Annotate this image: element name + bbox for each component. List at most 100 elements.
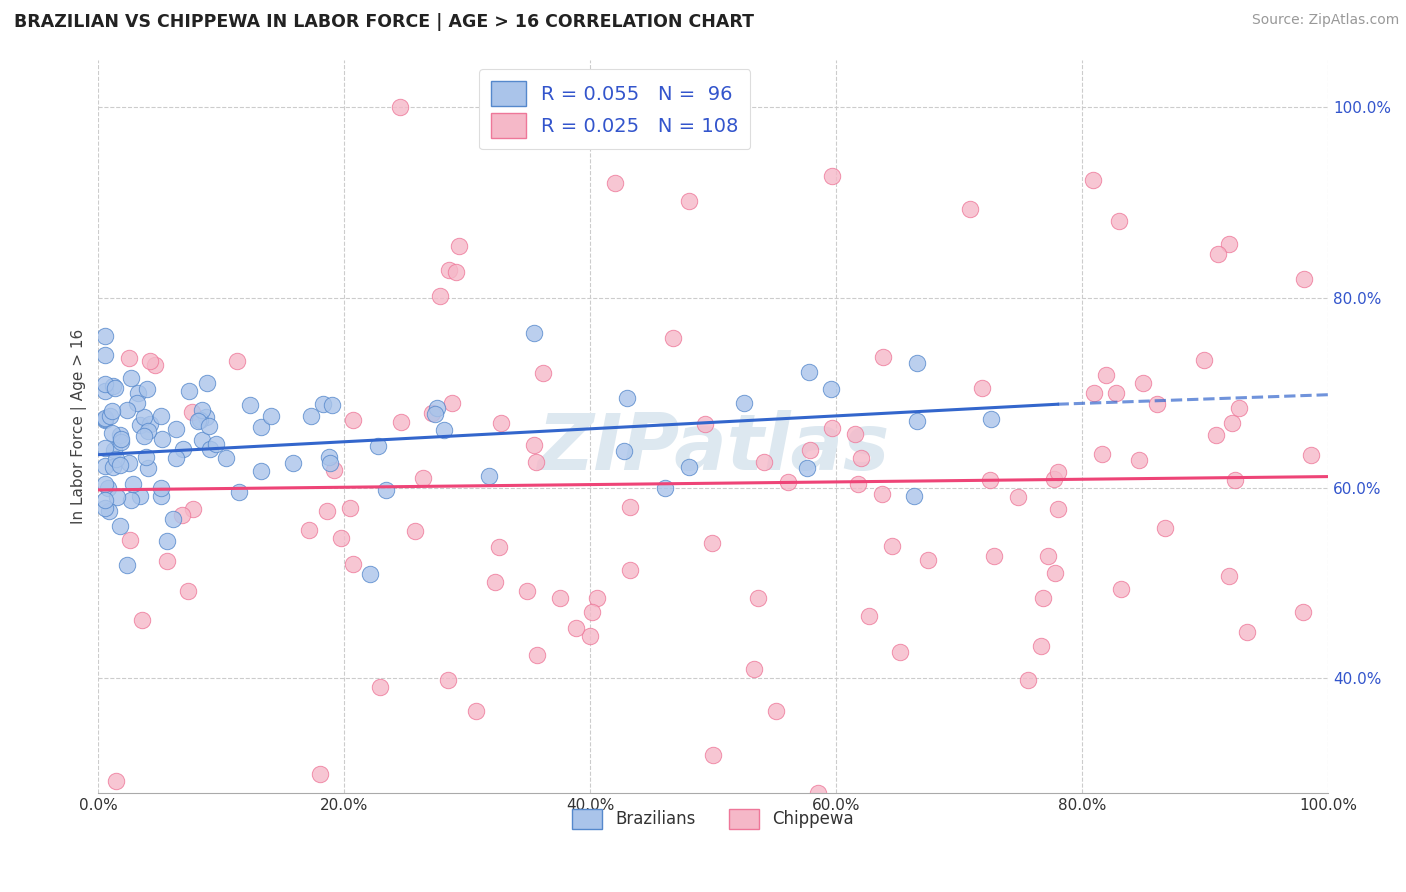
Point (702, 536, 724, 550)
Point (319, 456, 342, 470)
Point (198, 418, 221, 433)
Point (188, 413, 211, 427)
Point (117, 402, 139, 417)
Point (905, 414, 928, 428)
Point (359, 566, 381, 581)
Point (129, 489, 152, 503)
Point (226, 354, 249, 368)
Point (1111, 582, 1133, 596)
Point (1128, 452, 1150, 467)
Point (101, 426, 124, 441)
Point (122, 477, 145, 491)
Point (339, 501, 361, 516)
Point (1095, 368, 1118, 383)
Point (299, 409, 322, 424)
Point (523, 438, 546, 452)
Point (1017, 673, 1039, 687)
Point (117, 351, 139, 365)
Point (143, 359, 166, 373)
Point (1036, 549, 1059, 564)
Point (181, 502, 204, 516)
Point (93, 459, 115, 474)
Point (105, 452, 128, 467)
Point (311, 397, 333, 411)
Point (104, 773, 127, 788)
Point (1032, 591, 1054, 605)
Legend: Brazilians, Chippewa: Brazilians, Chippewa (565, 802, 860, 836)
Point (97, 481, 120, 495)
Point (747, 591, 769, 606)
Point (165, 450, 187, 465)
Point (162, 511, 184, 525)
Point (118, 533, 141, 547)
Point (1205, 427, 1227, 442)
Point (796, 461, 818, 475)
Point (136, 424, 159, 438)
Point (1029, 639, 1052, 653)
Point (93, 328, 115, 343)
Point (93, 493, 115, 508)
Point (439, 263, 461, 277)
Point (603, 177, 626, 191)
Point (1132, 376, 1154, 390)
Text: ZIPatlas: ZIPatlas (537, 410, 890, 486)
Point (1192, 352, 1215, 367)
Point (93, 411, 115, 425)
Point (194, 409, 217, 424)
Point (579, 629, 602, 643)
Point (524, 455, 547, 469)
Point (1146, 397, 1168, 411)
Point (420, 406, 443, 420)
Point (298, 523, 321, 537)
Point (190, 433, 212, 447)
Point (323, 463, 346, 477)
Point (849, 450, 872, 465)
Point (1046, 502, 1069, 516)
Point (186, 414, 208, 428)
Point (156, 554, 179, 568)
Point (308, 766, 330, 780)
Point (846, 477, 869, 491)
Point (983, 549, 1005, 563)
Point (1083, 173, 1105, 187)
Point (979, 474, 1001, 488)
Point (181, 405, 204, 419)
Point (489, 416, 512, 430)
Point (110, 432, 132, 446)
Point (131, 613, 153, 627)
Point (259, 409, 281, 423)
Point (93, 441, 115, 455)
Point (101, 378, 124, 392)
Point (283, 456, 305, 470)
Point (531, 366, 554, 380)
Point (1206, 247, 1229, 261)
Point (138, 417, 160, 432)
Point (744, 662, 766, 676)
Point (139, 354, 162, 368)
Point (98, 503, 121, 517)
Point (616, 391, 638, 405)
Point (1227, 401, 1250, 416)
Point (1007, 490, 1029, 504)
Point (321, 398, 343, 412)
Point (177, 384, 200, 398)
Text: Source: ZipAtlas.com: Source: ZipAtlas.com (1251, 13, 1399, 28)
Point (165, 422, 187, 436)
Point (342, 557, 364, 571)
Point (93, 477, 115, 491)
Point (150, 489, 173, 503)
Point (820, 382, 842, 396)
Point (103, 442, 125, 457)
Point (1154, 521, 1177, 535)
Point (250, 465, 273, 479)
Point (654, 481, 676, 495)
Point (565, 622, 588, 636)
Point (821, 169, 844, 183)
Point (93, 384, 115, 398)
Point (204, 436, 226, 450)
Point (516, 583, 538, 598)
Point (1047, 465, 1070, 479)
Point (170, 508, 193, 522)
Point (1042, 472, 1064, 486)
Point (429, 289, 451, 303)
